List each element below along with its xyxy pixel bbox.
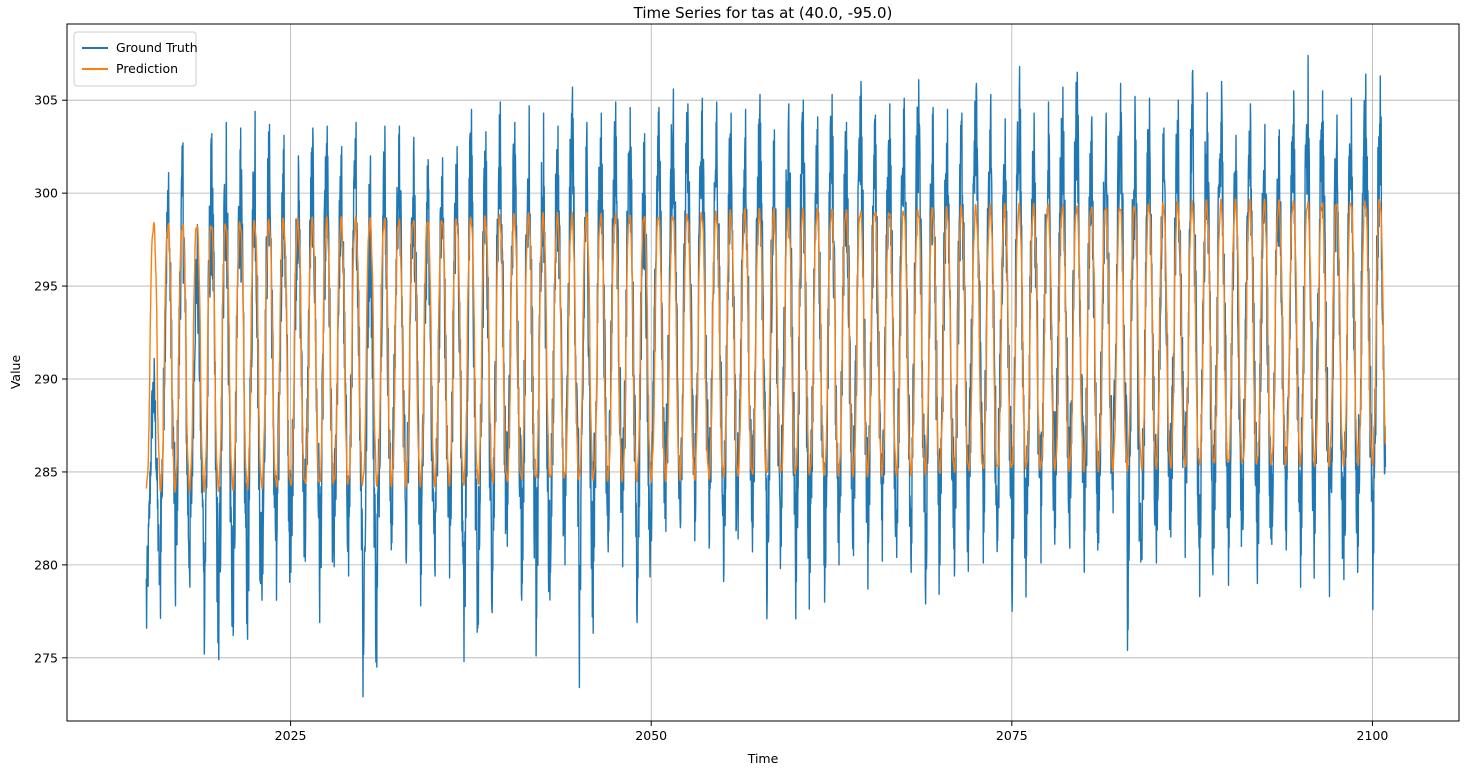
y-tick-label: 275 [34,650,58,665]
chart-title: Time Series for tas at (40.0, -95.0) [633,4,893,22]
x-tick-label: 2050 [635,728,667,743]
y-tick-label: 290 [34,372,58,387]
legend: Ground Truth Prediction [73,31,198,87]
axes-frame [66,23,1460,722]
legend-box [73,31,197,87]
series-line-ground-truth [145,54,1387,698]
legend-label-ground-truth: Ground Truth [116,40,198,55]
x-tick-label: 2075 [996,728,1028,743]
y-tick-label: 300 [34,186,58,201]
y-tick-label: 295 [34,279,58,294]
axis-ticks: 2025 2050 2075 2100 275 280 285 290 295 300 305 [34,93,1388,743]
series-line-prediction [145,198,1387,493]
y-axis-label: Value [8,355,23,390]
x-axis-label: Time [747,751,779,766]
y-tick-label: 280 [34,557,58,572]
x-tick-label: 2100 [1357,728,1389,743]
y-tick-label: 285 [34,464,58,479]
plot-area [145,54,1387,698]
legend-label-prediction: Prediction [116,61,178,76]
x-tick-label: 2025 [275,728,307,743]
y-tick-label: 305 [34,93,58,108]
